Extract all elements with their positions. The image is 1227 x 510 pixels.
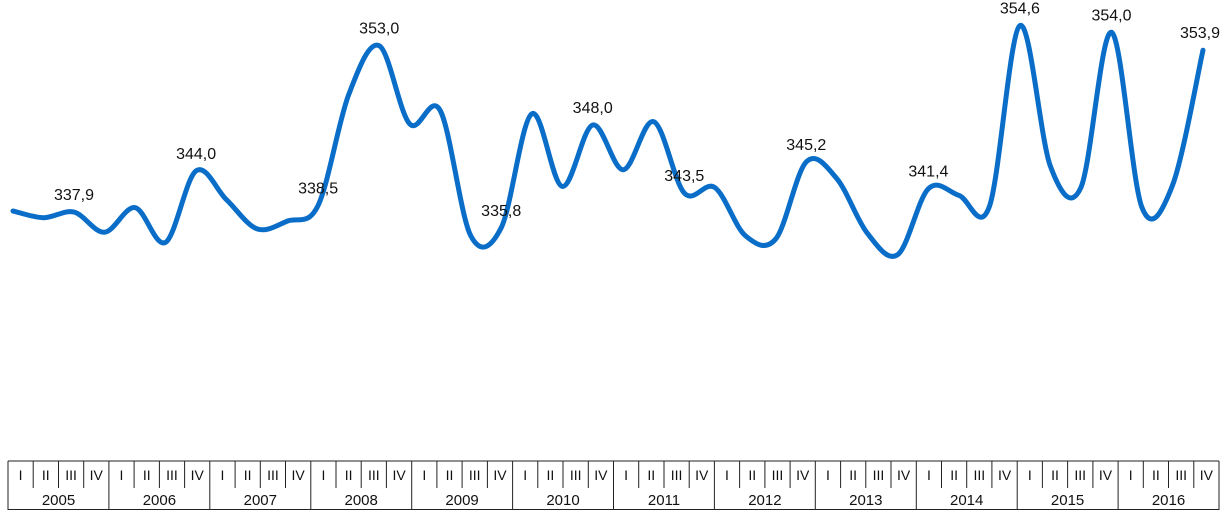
quarter-label: IV xyxy=(594,467,608,483)
quarter-label: III xyxy=(267,467,279,483)
year-label: 2005 xyxy=(42,492,75,509)
data-label: 354,6 xyxy=(1000,1,1040,18)
quarter-label: I xyxy=(927,467,931,483)
quarter-label: I xyxy=(321,467,325,483)
quarter-label: I xyxy=(826,467,830,483)
quarter-label: III xyxy=(570,467,582,483)
quarter-label: III xyxy=(973,467,985,483)
year-label: 2015 xyxy=(1051,492,1084,509)
year-label: 2012 xyxy=(748,492,781,509)
quarter-label: I xyxy=(1028,467,1032,483)
quarter-label: II xyxy=(547,467,555,483)
series-line xyxy=(10,23,1206,259)
quarter-label: II xyxy=(950,467,958,483)
quarter-label: II xyxy=(1152,467,1160,483)
quarter-label: I xyxy=(725,467,729,483)
quarter-label: IV xyxy=(191,467,205,483)
data-label: 343,5 xyxy=(664,168,704,185)
quarter-label: IV xyxy=(998,467,1012,483)
quarter-label: II xyxy=(345,467,353,483)
quarter-label: IV xyxy=(493,467,507,483)
quarter-label: I xyxy=(624,467,628,483)
quarter-label: III xyxy=(469,467,481,483)
quarter-label: III xyxy=(65,467,77,483)
quarter-label: II xyxy=(42,467,50,483)
quarter-label: III xyxy=(873,467,885,483)
data-label: 345,2 xyxy=(786,137,826,154)
quarter-label: IV xyxy=(291,467,305,483)
year-label: 2010 xyxy=(546,492,579,509)
year-label: 2016 xyxy=(1152,492,1185,509)
data-label: 335,8 xyxy=(481,203,521,220)
quarter-label: III xyxy=(1074,467,1086,483)
quarter-label: IV xyxy=(796,467,810,483)
year-label: 2011 xyxy=(648,492,680,509)
quarter-label: IV xyxy=(695,467,709,483)
quarter-label: III xyxy=(1175,467,1187,483)
year-label: 2006 xyxy=(143,492,176,509)
quarter-label: I xyxy=(422,467,426,483)
quarter-label: IV xyxy=(1099,467,1113,483)
data-labels: 337,9 344,0 338,5 353,0 335,8 348,0 343,5 345,2… xyxy=(54,1,1220,220)
quarter-label: III xyxy=(772,467,784,483)
quarter-label: III xyxy=(166,467,178,483)
year-label: 2014 xyxy=(950,492,983,509)
data-label: 353,0 xyxy=(359,21,399,38)
quarter-label: II xyxy=(143,467,151,483)
data-label: 341,4 xyxy=(908,164,948,181)
data-label: 348,0 xyxy=(573,100,613,117)
quarter-label: III xyxy=(368,467,380,483)
quarter-label: I xyxy=(220,467,224,483)
data-label: 354,0 xyxy=(1091,7,1131,24)
quarter-label: I xyxy=(120,467,124,483)
year-label: 2008 xyxy=(345,492,378,509)
quarter-label: IV xyxy=(897,467,911,483)
data-label: 344,0 xyxy=(176,146,216,163)
year-label: 2007 xyxy=(244,492,277,509)
quarter-label: IV xyxy=(90,467,104,483)
quarter-label: II xyxy=(647,467,655,483)
quarter-label: I xyxy=(1129,467,1133,483)
data-label: 337,9 xyxy=(54,187,94,204)
quarter-label: II xyxy=(244,467,252,483)
quarter-label: I xyxy=(19,467,23,483)
quarter-label: II xyxy=(748,467,756,483)
data-label: 353,9 xyxy=(1180,25,1220,42)
data-label: 338,5 xyxy=(298,180,338,197)
quarter-label: I xyxy=(523,467,527,483)
quarter-label: IV xyxy=(392,467,406,483)
quarter-label: IV xyxy=(1200,467,1214,483)
quarter-label: II xyxy=(1051,467,1059,483)
year-label: 2013 xyxy=(849,492,882,509)
quarter-label: II xyxy=(849,467,857,483)
quarter-label: III xyxy=(671,467,683,483)
quarter-label: II xyxy=(446,467,454,483)
year-label: 2009 xyxy=(445,492,478,509)
